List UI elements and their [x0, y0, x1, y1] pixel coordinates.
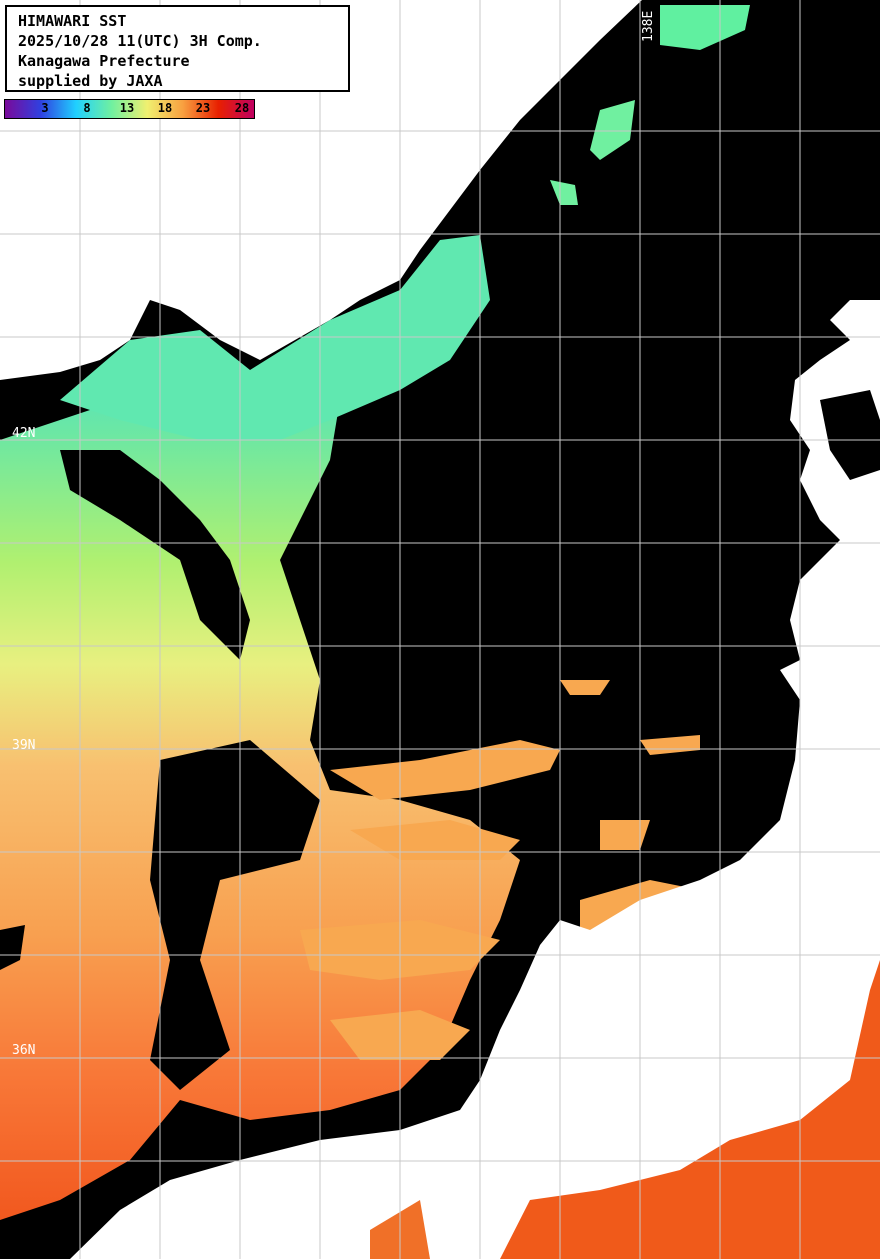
lon-label-138e: 138E	[641, 10, 656, 42]
datetime-line: 2025/10/28 11(UTC) 3H Comp.	[18, 32, 262, 50]
scale-tick: 3	[41, 101, 49, 115]
sst-patch-north3	[550, 180, 578, 205]
color-scale-bar: 3 8 13 18 23 28	[4, 99, 255, 119]
scale-tick: 13	[119, 101, 135, 115]
sst-patch-north	[660, 5, 750, 50]
scale-tick: 28	[234, 101, 250, 115]
title-line: HIMAWARI SST	[18, 12, 127, 30]
sea-no-data-hokkaido-bay	[820, 390, 880, 480]
source-line: Kanagawa Prefecture	[18, 52, 190, 70]
lat-label-36n: 36N	[12, 1043, 36, 1058]
title-box: HIMAWARI SST 2025/10/28 11(UTC) 3H Comp.…	[5, 5, 350, 92]
sst-field-north-coast	[60, 235, 490, 440]
lat-label-39n: 39N	[12, 738, 36, 753]
sst-patch-north2	[590, 100, 635, 160]
cloud-area	[60, 450, 250, 660]
cloud-area	[0, 925, 25, 970]
lat-label-42n: 42N	[12, 426, 36, 441]
land-japan	[70, 300, 880, 1259]
scale-tick: 8	[83, 101, 91, 115]
cloud-area	[150, 740, 320, 1090]
scale-tick: 23	[195, 101, 211, 115]
scale-tick: 18	[157, 101, 173, 115]
sst-field-pacific	[500, 960, 880, 1259]
credit-line: supplied by JAXA	[18, 72, 163, 90]
